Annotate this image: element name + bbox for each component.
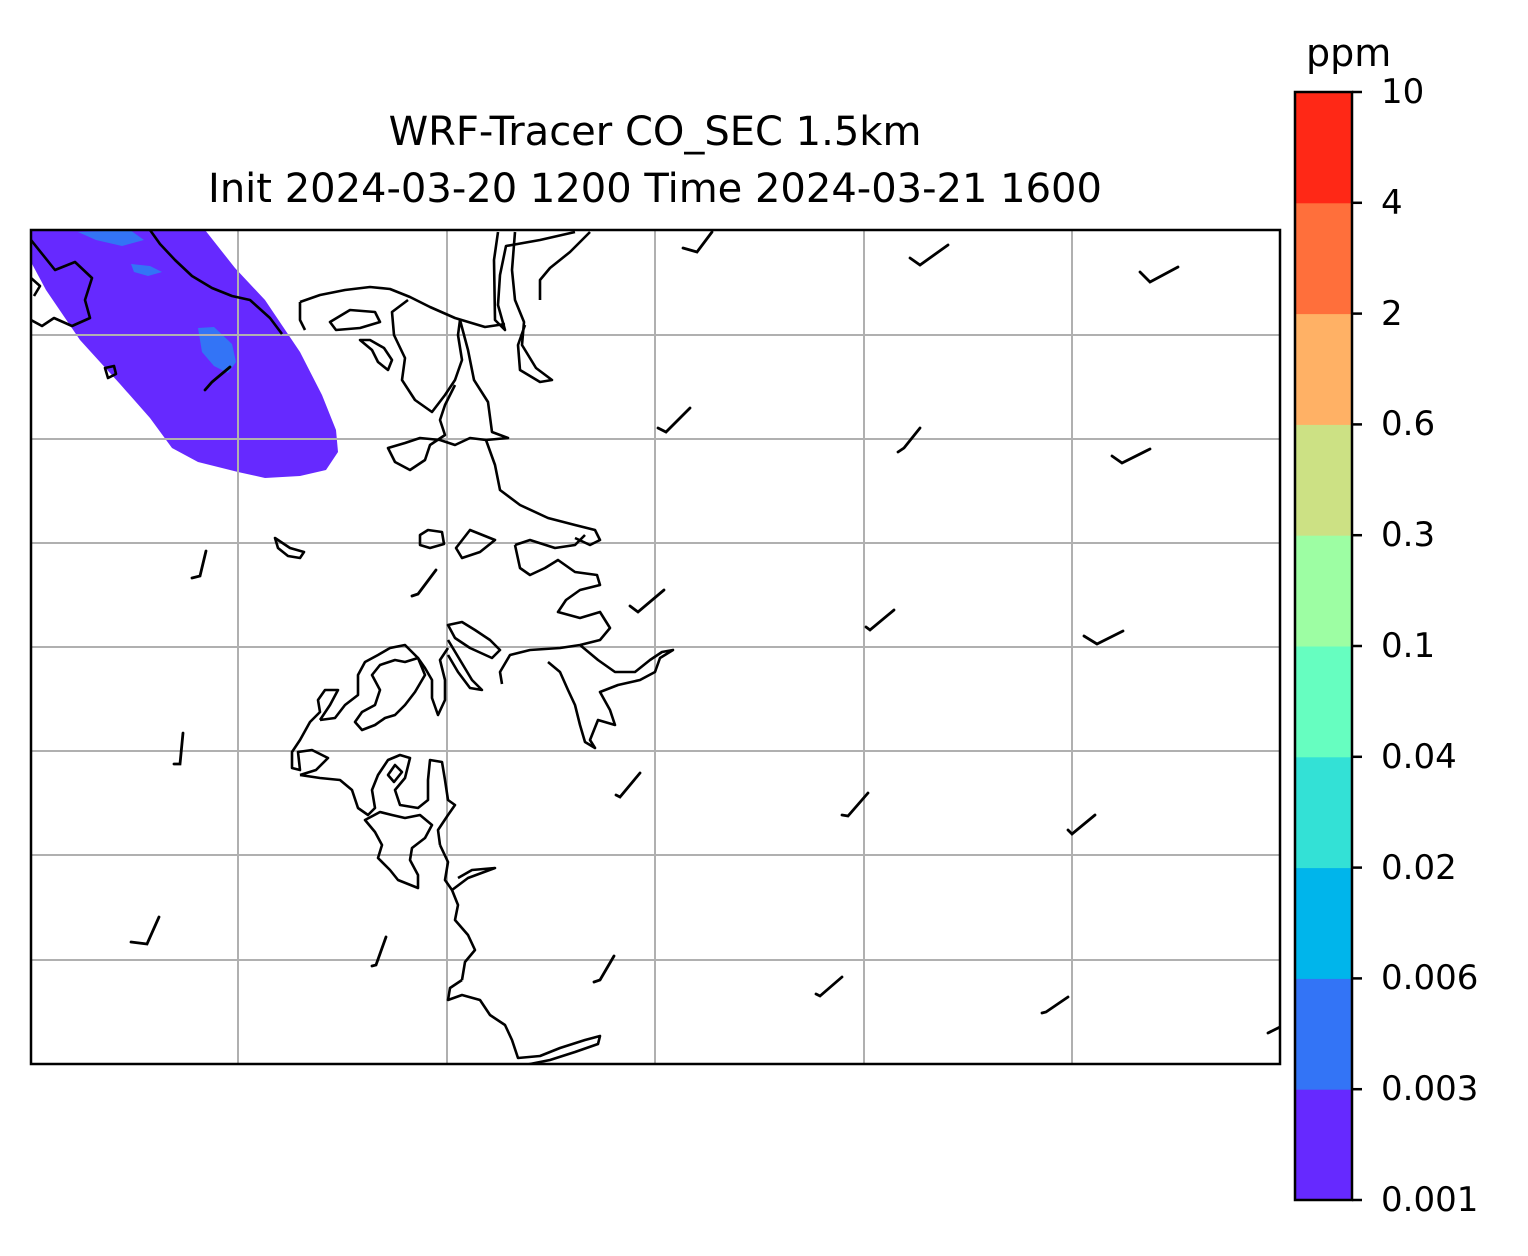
colorbar-band <box>1295 424 1352 536</box>
colorbar-tick-label: 10 <box>1381 72 1425 112</box>
gridlines <box>31 230 1280 1064</box>
map-area <box>31 230 1280 1064</box>
colorbar-band <box>1295 646 1352 758</box>
map-title-line2: Init 2024-03-20 1200 Time 2024-03-21 160… <box>208 166 1102 212</box>
colorbar-band <box>1295 978 1352 1090</box>
plume-contour-low <box>31 230 338 478</box>
plume-contour-mid <box>198 327 236 373</box>
colorbar-band <box>1295 1089 1352 1201</box>
plume-contour-mid <box>78 230 144 246</box>
colorbar-tick-label: 2 <box>1381 293 1403 334</box>
map-frame <box>29 228 1282 1066</box>
colorbar <box>1295 92 1352 1201</box>
colorbar-band <box>1295 756 1352 869</box>
colorbar-tick-label: 4 <box>1381 182 1403 223</box>
colorbar-tick-label: 0.02 <box>1381 847 1457 888</box>
colorbar-band <box>1295 202 1352 315</box>
colorbar-ticks <box>1352 90 1362 1202</box>
colorbar-band <box>1295 867 1352 979</box>
coastlines <box>31 230 675 1064</box>
colorbar-band <box>1295 313 1352 425</box>
colorbar-tick-label: 0.3 <box>1381 515 1436 556</box>
colorbar-tick-label: 0.003 <box>1381 1069 1479 1110</box>
colorbar-band <box>1295 535 1352 647</box>
wind-barbs <box>129 230 1280 1035</box>
colorbar-tick-label: 0.001 <box>1381 1180 1479 1220</box>
colorbar-tick-label: 0.04 <box>1381 736 1457 777</box>
map-title-line1: WRF-Tracer CO_SEC 1.5km <box>388 109 922 155</box>
colorbar-unit-label: ppm <box>1306 31 1392 75</box>
plume-contour-mid <box>131 264 162 276</box>
colorbar-tick-label: 0.1 <box>1381 626 1436 666</box>
colorbar-tick-label: 0.6 <box>1381 404 1436 445</box>
colorbar-band <box>1295 92 1352 204</box>
colorbar-tick-label: 0.006 <box>1381 958 1479 999</box>
